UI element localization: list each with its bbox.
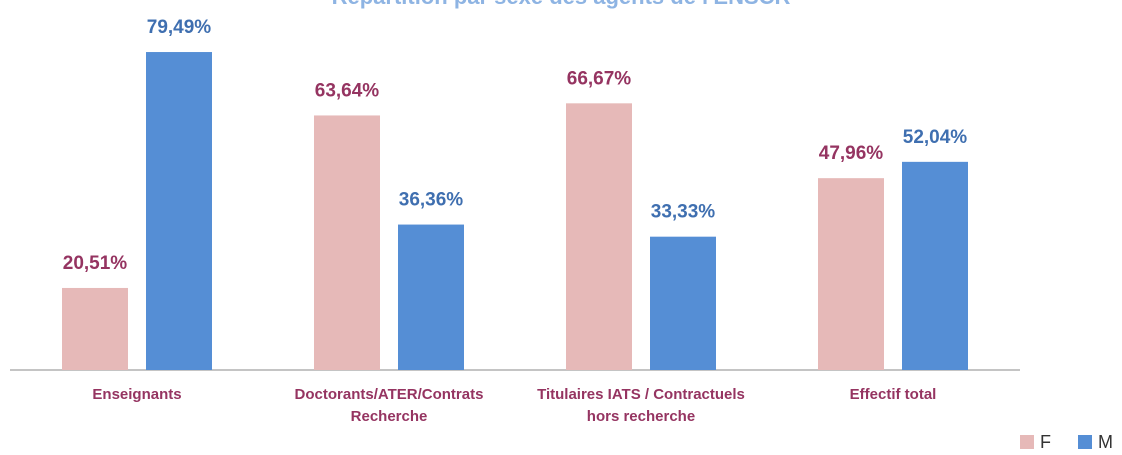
bar bbox=[62, 287, 128, 370]
chart-title: Répartition par sexe des agents de l'ENS… bbox=[332, 0, 791, 9]
legend-label: M bbox=[1098, 432, 1113, 452]
bar bbox=[650, 236, 716, 370]
bar bbox=[902, 161, 968, 370]
data-label: 52,04% bbox=[903, 127, 968, 148]
legend-swatch bbox=[1020, 435, 1034, 449]
bar bbox=[818, 178, 884, 370]
data-label: 47,96% bbox=[819, 143, 884, 164]
x-tick-label: Effectif total bbox=[849, 386, 937, 403]
data-label: 63,64% bbox=[315, 80, 380, 101]
x-tick-label: Titulaires IATS / Contractuels hors rech… bbox=[537, 386, 745, 425]
bar bbox=[146, 52, 212, 370]
data-label: 33,33% bbox=[651, 202, 716, 223]
bar bbox=[398, 224, 464, 370]
data-label: 79,49% bbox=[147, 17, 212, 38]
x-tick-label: Doctorants/ATER/Contrats Recherche bbox=[294, 386, 484, 425]
bar bbox=[314, 115, 380, 370]
data-label: 36,36% bbox=[399, 190, 464, 211]
data-label: 20,51% bbox=[63, 253, 128, 274]
legend-swatch bbox=[1078, 435, 1092, 449]
data-label: 66,67% bbox=[567, 68, 632, 89]
x-tick-label: Enseignants bbox=[92, 386, 182, 403]
bar bbox=[566, 103, 632, 370]
legend-label: F bbox=[1040, 432, 1051, 452]
